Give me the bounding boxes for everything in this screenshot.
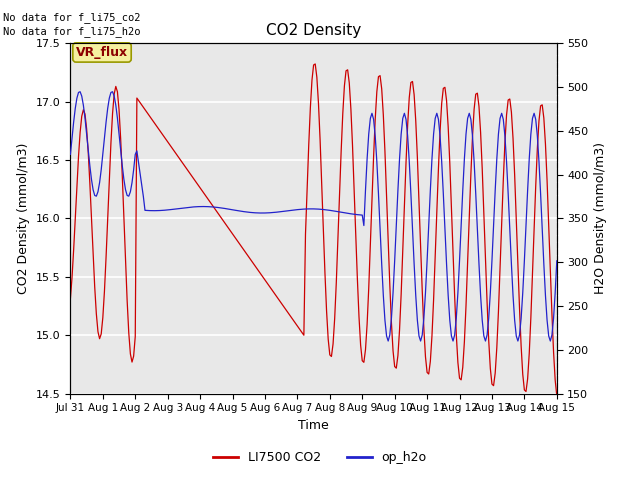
Title: CO2 Density: CO2 Density	[266, 23, 361, 38]
Y-axis label: CO2 Density (mmol/m3): CO2 Density (mmol/m3)	[17, 143, 30, 294]
Legend: LI7500 CO2, op_h2o: LI7500 CO2, op_h2o	[209, 446, 431, 469]
Text: No data for f_li75_h2o: No data for f_li75_h2o	[3, 26, 141, 37]
X-axis label: Time: Time	[298, 419, 329, 432]
Text: No data for f_li75_co2: No data for f_li75_co2	[3, 12, 141, 23]
Text: VR_flux: VR_flux	[76, 46, 128, 59]
Y-axis label: H2O Density (mmol/m3): H2O Density (mmol/m3)	[594, 143, 607, 294]
